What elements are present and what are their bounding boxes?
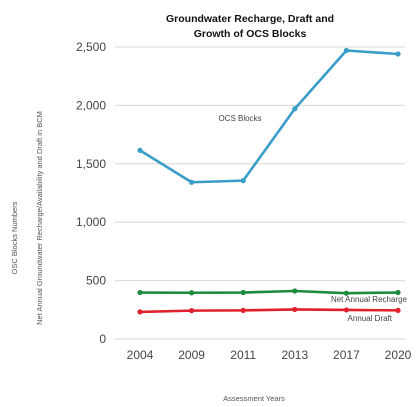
x-tick-labels: 2004 2009 2011 2013 2017 2020 (127, 348, 412, 362)
net-annual-recharge-point (395, 289, 401, 296)
y-tick-label: 1,500 (76, 157, 106, 171)
y-tick-label: 1,000 (76, 215, 106, 229)
annual-draft-point (189, 308, 195, 314)
x-tick-label: 2004 (127, 348, 154, 362)
annual-draft-point (395, 307, 401, 313)
annual-draft-point (343, 307, 349, 313)
net-annual-recharge-point (343, 290, 349, 296)
annual-draft-label: Annual Draft (348, 314, 393, 323)
x-tick-label: 2013 (281, 348, 308, 362)
chart-title-line-1: Groundwater Recharge, Draft and (166, 13, 334, 25)
chart-title-line-2: Growth of OCS Blocks (194, 28, 307, 40)
annual-draft-point (240, 307, 246, 313)
y-tick-label: 0 (99, 332, 106, 346)
annual-draft-point (292, 306, 298, 313)
y-axis-inner-label: Net Annual Groundwater Recharge/Availabi… (35, 111, 44, 325)
net-annual-recharge-label: Net Annual Recharge (331, 295, 408, 304)
x-axis-label: Assessment Years (223, 394, 285, 403)
net-annual-recharge-point (292, 288, 298, 294)
y-tick-label: 2,000 (76, 98, 106, 112)
series-lines (137, 47, 401, 315)
net-annual-recharge-point (137, 289, 143, 296)
x-tick-label: 2017 (333, 348, 360, 362)
y-tick-label: 500 (86, 274, 106, 288)
net-annual-recharge-line (139, 289, 399, 295)
ocs-blocks-point (240, 178, 246, 184)
x-tick-label: 2009 (178, 348, 205, 362)
y-tick-labels: 0 500 1,000 1,500 2,000 2,500 (76, 40, 106, 346)
annual-draft-point (137, 309, 143, 315)
series-labels: OCS Blocks Net Annual Recharge Annual Draf… (218, 114, 407, 323)
annual-draft-line (139, 308, 399, 314)
x-tick-label: 2011 (230, 348, 256, 362)
ocs-blocks-point (292, 106, 298, 112)
y-axis-outer-label: OSC Blocks Numbers (10, 201, 19, 274)
ocs-blocks-point (395, 51, 401, 57)
ocs-blocks-point (343, 47, 349, 54)
ocs-blocks-label: OCS Blocks (218, 114, 261, 123)
ocs-blocks-line (139, 49, 399, 184)
x-tick-label: 2020 (385, 348, 412, 362)
ocs-blocks-point (189, 179, 195, 185)
net-annual-recharge-point (240, 289, 246, 296)
y-tick-label: 2,500 (76, 40, 106, 54)
net-annual-recharge-point (189, 290, 195, 296)
ocs-blocks-point (137, 147, 143, 153)
